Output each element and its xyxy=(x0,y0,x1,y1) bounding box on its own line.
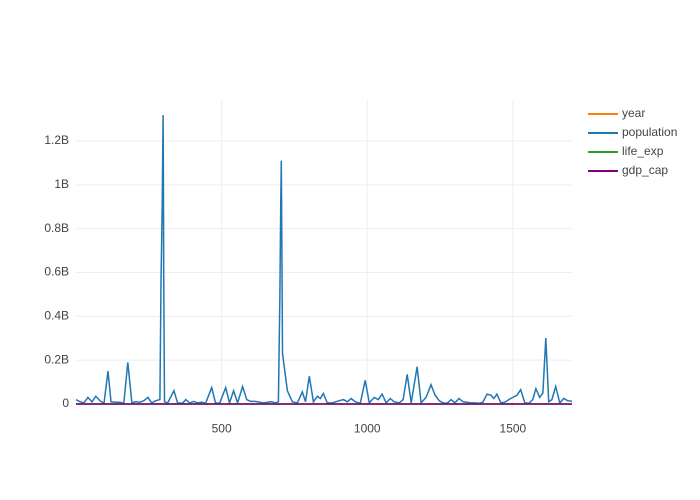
y-tick-label: 0.4B xyxy=(44,308,69,322)
series-line xyxy=(75,114,573,406)
legend-label: population xyxy=(622,125,677,139)
y-tick-label: 0.2B xyxy=(44,352,69,366)
x-tick-label: 1500 xyxy=(500,422,527,436)
legend-label: gdp_cap xyxy=(622,163,668,177)
y-tick-label: 1B xyxy=(54,177,69,191)
y-tick-label: 0.6B xyxy=(44,265,69,279)
x-tick-label: 1000 xyxy=(354,422,381,436)
x-tick-label: 500 xyxy=(212,422,232,436)
y-tick-label: 0.8B xyxy=(44,221,69,235)
y-tick-label: 1.2B xyxy=(44,133,69,147)
legend-label: year xyxy=(622,106,645,120)
y-tick-label: 0 xyxy=(62,396,69,410)
legend-label: life_exp xyxy=(622,144,664,158)
